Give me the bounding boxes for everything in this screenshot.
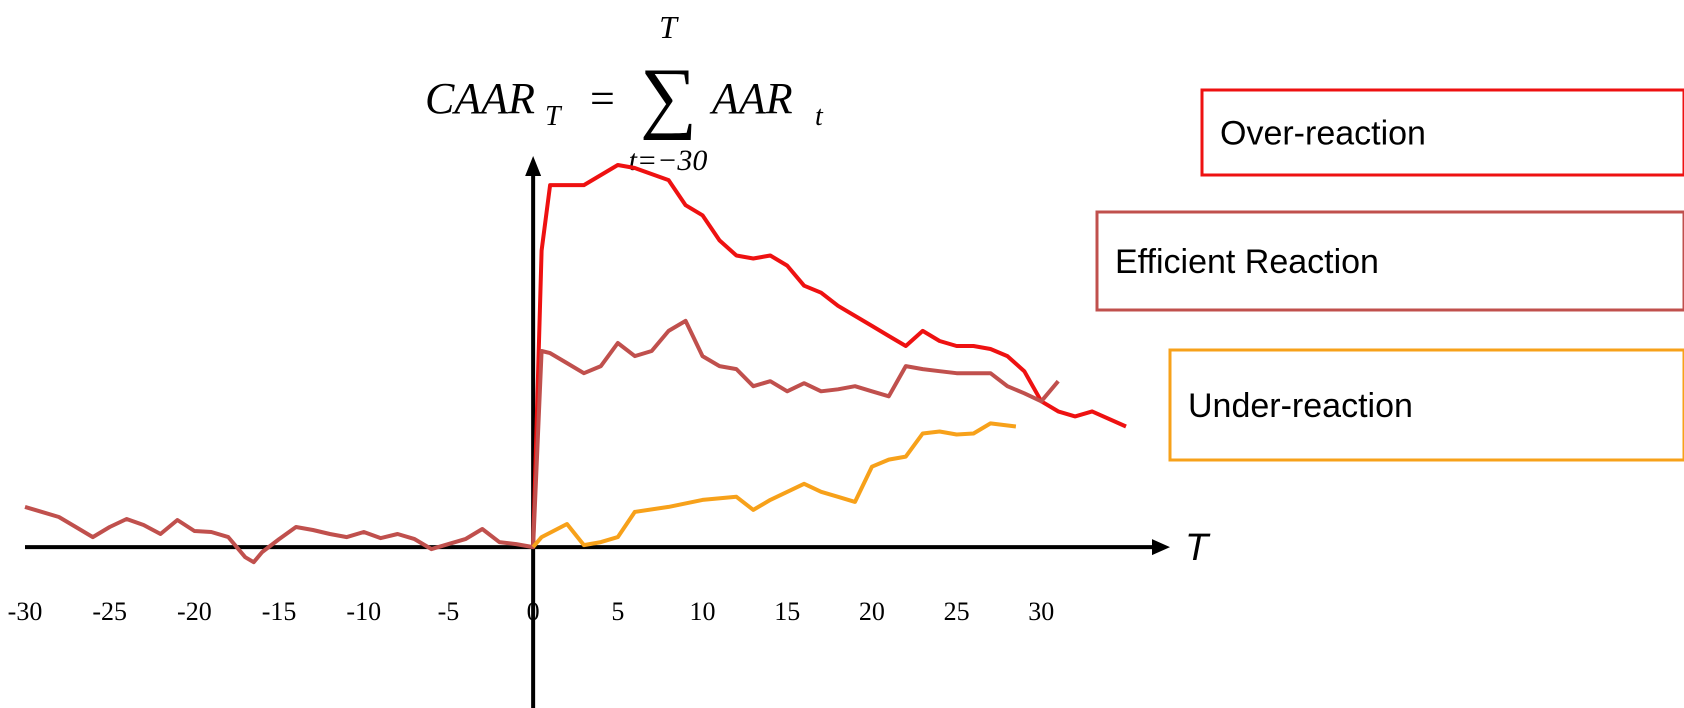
- formula-equals: =: [590, 74, 615, 123]
- formula-lhs: CAAR: [425, 74, 535, 123]
- x-tick-label: 10: [690, 597, 716, 626]
- x-tick-label: 25: [944, 597, 970, 626]
- legend-box: [1200, 88, 1684, 177]
- formula-term: AAR: [709, 74, 793, 123]
- legend-box: [1095, 210, 1684, 312]
- x-tick-label: 0: [527, 597, 540, 626]
- x-tick-label: -20: [177, 597, 212, 626]
- legend-box: [1168, 348, 1684, 462]
- formula: CAAR T = ∑ T t=−30 AAR t: [425, 9, 824, 177]
- y-axis-arrow: [525, 156, 542, 176]
- legend-label: Over-reaction: [1220, 115, 1426, 153]
- series-line: [531, 163, 1127, 548]
- x-tick-label: 20: [859, 597, 885, 626]
- formula-term-sub: t: [815, 101, 824, 132]
- series-line: [24, 318, 1060, 565]
- formula-lhs-sub: T: [545, 101, 563, 132]
- x-axis-label: T: [1185, 527, 1211, 569]
- x-tick-label: 15: [774, 597, 800, 626]
- legend-label: Under-reaction: [1188, 387, 1413, 425]
- x-tick-label: 5: [611, 597, 624, 626]
- x-tick-label: 30: [1028, 597, 1054, 626]
- x-axis-arrow: [1152, 539, 1170, 556]
- x-tick-label: -5: [438, 597, 460, 626]
- legend-label: Efficient Reaction: [1115, 243, 1379, 281]
- series-line: [531, 421, 1017, 549]
- sigma: ∑: [640, 53, 697, 141]
- x-tick-label: -15: [262, 597, 297, 626]
- x-tick-label: -25: [92, 597, 127, 626]
- formula-sum-top: T: [659, 9, 679, 45]
- x-tick-label: -10: [346, 597, 381, 626]
- x-tick-label: -30: [8, 597, 43, 626]
